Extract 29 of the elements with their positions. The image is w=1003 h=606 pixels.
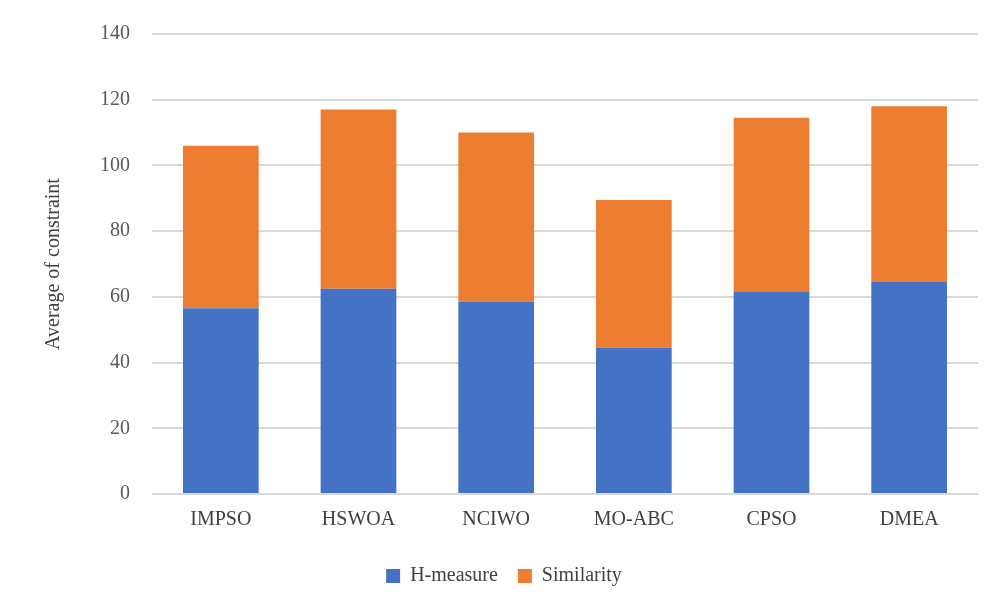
x-tick-label: CPSO <box>746 507 797 530</box>
bar <box>320 288 397 493</box>
bar <box>733 291 810 493</box>
bar <box>182 145 259 309</box>
bar <box>458 132 535 302</box>
y-tick-label: 80 <box>110 218 130 241</box>
x-tick-label: MO-ABC <box>593 507 674 530</box>
legend-label: Similarity <box>541 563 622 587</box>
y-axis-title: Average of constraint <box>41 177 65 350</box>
x-tick-label: DMEA <box>879 507 940 530</box>
y-tick-label: 40 <box>110 349 130 372</box>
y-tick-label: 20 <box>110 415 130 438</box>
y-tick-label: 100 <box>100 152 130 175</box>
bar <box>871 106 948 283</box>
y-tick-label: 140 <box>100 21 130 44</box>
y-tick-label: 120 <box>100 86 130 109</box>
bar <box>458 301 535 493</box>
bar <box>595 199 672 348</box>
bar <box>320 109 397 289</box>
y-tick-label: 60 <box>110 284 130 307</box>
bar <box>595 347 672 493</box>
bar <box>182 308 259 493</box>
legend-label: H-measure <box>410 563 498 586</box>
y-tick-label: 0 <box>120 481 130 504</box>
bar <box>733 117 810 292</box>
x-tick-label: IMPSO <box>190 507 252 530</box>
x-tick-label: HSWOA <box>321 507 396 530</box>
x-tick-label: NCIWO <box>462 507 531 530</box>
bar <box>871 282 948 493</box>
